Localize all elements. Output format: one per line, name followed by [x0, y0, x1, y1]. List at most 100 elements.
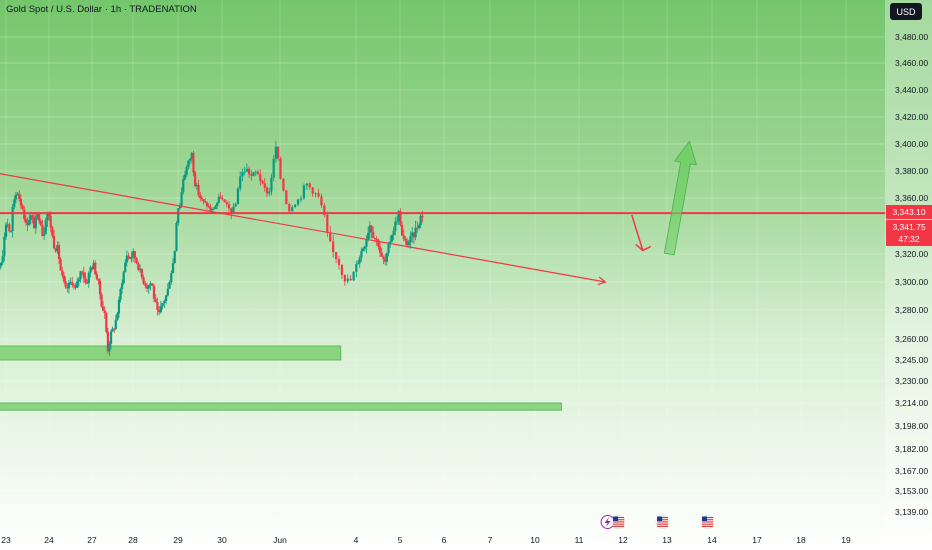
candle-body[interactable]: [363, 246, 366, 249]
candle-body[interactable]: [367, 232, 370, 240]
candle-body[interactable]: [190, 152, 193, 159]
candle-body[interactable]: [320, 196, 323, 206]
candle-body[interactable]: [105, 313, 108, 332]
candle-body[interactable]: [421, 215, 424, 218]
candle-body[interactable]: [382, 256, 385, 260]
candle-body[interactable]: [44, 220, 47, 234]
candle-body[interactable]: [402, 235, 405, 239]
candle-body[interactable]: [227, 204, 231, 209]
candle-body[interactable]: [349, 278, 352, 281]
candle-body[interactable]: [373, 238, 377, 239]
candle-body[interactable]: [163, 300, 166, 304]
candle-body[interactable]: [72, 285, 75, 286]
candle-body[interactable]: [89, 267, 92, 273]
candle-body[interactable]: [200, 198, 204, 200]
candle-body[interactable]: [64, 281, 67, 287]
candle-body[interactable]: [34, 216, 37, 229]
candle-body[interactable]: [47, 213, 51, 216]
candle-body[interactable]: [161, 303, 164, 307]
support-zone-lower[interactable]: [0, 402, 562, 411]
candle-body[interactable]: [362, 248, 365, 251]
candle-body[interactable]: [59, 259, 62, 271]
candle-body[interactable]: [214, 206, 217, 210]
candle-body[interactable]: [16, 193, 19, 195]
candle-body[interactable]: [108, 343, 111, 352]
candle-body[interactable]: [142, 277, 145, 284]
candle-body[interactable]: [140, 268, 143, 278]
candle-body[interactable]: [305, 183, 308, 186]
candle-body[interactable]: [232, 206, 235, 213]
candle-body[interactable]: [358, 257, 361, 264]
candle-body[interactable]: [33, 217, 36, 229]
candle-body[interactable]: [46, 213, 49, 221]
candle-body[interactable]: [302, 185, 306, 199]
candle-body[interactable]: [352, 271, 355, 281]
candle-body[interactable]: [103, 310, 106, 314]
candle-body[interactable]: [207, 206, 210, 207]
candle-body[interactable]: [6, 224, 9, 226]
candle-body[interactable]: [194, 172, 197, 187]
currency-button[interactable]: USD: [890, 3, 922, 20]
candle-body[interactable]: [395, 221, 399, 223]
candle-body[interactable]: [49, 215, 52, 228]
candle-body[interactable]: [308, 183, 311, 188]
candle-body[interactable]: [380, 252, 383, 257]
candle-body[interactable]: [252, 172, 255, 176]
candle-body[interactable]: [14, 194, 18, 200]
candle-body[interactable]: [202, 199, 205, 202]
candle-body[interactable]: [340, 264, 344, 275]
candle-body[interactable]: [19, 199, 23, 206]
candle-body[interactable]: [168, 282, 171, 289]
candle-body[interactable]: [154, 298, 157, 303]
support-zone-upper[interactable]: [0, 345, 342, 361]
candle-body[interactable]: [0, 262, 3, 266]
candle-body[interactable]: [175, 223, 178, 252]
candle-body[interactable]: [122, 272, 125, 284]
candle-body[interactable]: [1, 256, 4, 263]
candle-body[interactable]: [195, 185, 198, 187]
candle-body[interactable]: [74, 285, 77, 288]
candle-body[interactable]: [360, 250, 363, 258]
candle-body[interactable]: [384, 259, 387, 262]
candle-body[interactable]: [337, 259, 341, 265]
candle-body[interactable]: [204, 201, 207, 203]
candle-body[interactable]: [120, 283, 124, 289]
candle-body[interactable]: [234, 204, 237, 207]
candle-body[interactable]: [52, 235, 56, 249]
candle-body[interactable]: [248, 168, 251, 175]
candle-body[interactable]: [166, 288, 169, 296]
candle-body[interactable]: [132, 251, 135, 258]
candle-body[interactable]: [36, 212, 39, 217]
candle-body[interactable]: [156, 302, 159, 310]
candle-body[interactable]: [261, 181, 264, 184]
candle-body[interactable]: [192, 152, 195, 173]
candle-body[interactable]: [326, 214, 329, 233]
candle-body[interactable]: [274, 146, 278, 159]
candle-body[interactable]: [399, 211, 402, 225]
candle-body[interactable]: [130, 257, 133, 259]
candle-body[interactable]: [159, 306, 162, 313]
candle-body[interactable]: [3, 236, 6, 257]
candle-body[interactable]: [178, 205, 181, 209]
candle-body[interactable]: [82, 272, 85, 278]
candle-body[interactable]: [113, 328, 116, 330]
candle-body[interactable]: [151, 283, 154, 286]
candle-body[interactable]: [185, 167, 188, 175]
candle-body[interactable]: [152, 285, 156, 299]
candle-body[interactable]: [97, 278, 100, 281]
candle-body[interactable]: [81, 271, 84, 273]
candle-body[interactable]: [144, 283, 147, 286]
candle-body[interactable]: [277, 146, 280, 159]
candle-body[interactable]: [54, 248, 57, 252]
candle-body[interactable]: [94, 262, 97, 275]
candle-body[interactable]: [412, 232, 416, 238]
candle-body[interactable]: [21, 205, 24, 210]
bearish-rejection-arrow[interactable]: [631, 214, 644, 251]
candle-body[interactable]: [4, 224, 8, 237]
bullish-target-arrow[interactable]: [663, 140, 698, 256]
candle-body[interactable]: [124, 262, 127, 273]
candle-body[interactable]: [87, 272, 90, 284]
candle-body[interactable]: [109, 331, 113, 344]
candle-body[interactable]: [210, 209, 214, 211]
